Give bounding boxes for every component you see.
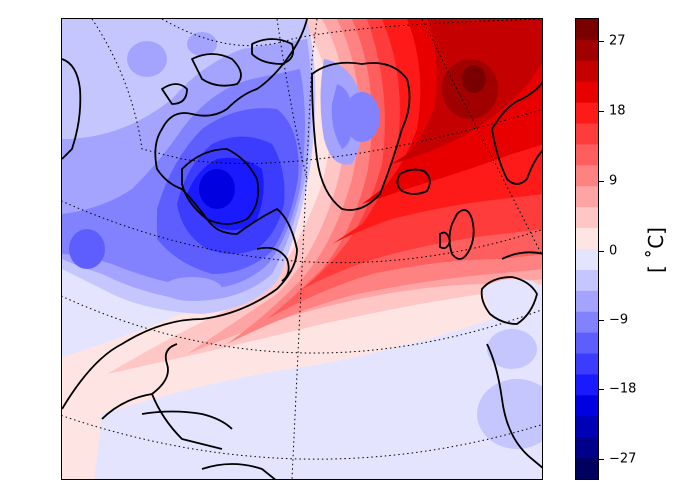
colorbar-band — [576, 332, 598, 355]
colorbar-band — [576, 81, 598, 104]
west-edge-coast — [62, 58, 82, 160]
florida-gulf-coast — [101, 343, 223, 450]
cold-anomaly-region — [62, 19, 380, 314]
midlat-blob — [162, 277, 222, 301]
colorbar-band — [576, 374, 598, 396]
colorbar-band — [576, 39, 598, 62]
colorbar-tick-label: 0 — [609, 243, 618, 259]
colorbar-tick — [599, 111, 604, 112]
africa-coast — [486, 343, 542, 469]
colorbar-tick-label: 18 — [609, 103, 626, 119]
labrador-coast — [256, 246, 290, 282]
temperature-anomaly-map — [61, 18, 543, 480]
colorbar-band — [576, 19, 598, 41]
colorbar-tick — [599, 320, 604, 321]
colorbar-tick-label: −9 — [609, 312, 629, 328]
colorbar-band — [576, 144, 598, 166]
arctic-islands — [161, 38, 295, 105]
iceland-coast — [396, 168, 431, 195]
coastlines — [62, 19, 542, 479]
cold-core — [199, 169, 235, 209]
colorbar-tick — [599, 41, 604, 42]
colorbar-band — [576, 60, 598, 83]
colorbar-tick-label: 9 — [609, 173, 618, 189]
colorbar-band — [576, 353, 598, 375]
colorbar-band — [576, 165, 598, 187]
colorbar-band — [576, 269, 598, 292]
colorbar-band — [576, 249, 598, 271]
colorbar-unit-label: [ ˚C] — [644, 227, 668, 273]
colorbar-band — [576, 290, 598, 313]
cuba-coast — [141, 410, 233, 430]
greenland-west-blob — [344, 92, 380, 142]
colorbar-band — [576, 395, 598, 417]
colorbar-tick-label: 27 — [609, 33, 626, 49]
colorbar-tick — [599, 181, 604, 182]
north-blob — [127, 41, 167, 77]
colorbar-tick-label: −18 — [609, 381, 637, 397]
colorbar-band — [576, 437, 598, 459]
colorbar-band — [576, 102, 598, 125]
colorbar-band — [576, 458, 598, 480]
southeast-cool-pocket — [477, 379, 542, 449]
colorbar-tick-label: −27 — [609, 451, 637, 467]
colorbar-band — [576, 416, 598, 438]
colorbar-band — [576, 123, 598, 145]
colorbar — [575, 18, 599, 480]
hudson-bay-coast — [181, 148, 260, 225]
colorbar-gradient — [576, 19, 598, 480]
colorbar-band — [576, 311, 598, 334]
greenland-coast — [311, 61, 411, 211]
colorbar-tick — [599, 389, 604, 390]
labrador-blob — [69, 229, 105, 269]
colorbar-band — [576, 228, 598, 250]
colorbar-band — [576, 186, 598, 208]
colorbar-band — [576, 207, 598, 229]
north-america-coast — [62, 19, 308, 410]
europe-coast — [501, 251, 542, 260]
colorbar-tick — [599, 459, 604, 460]
warm-core-peak — [462, 65, 486, 93]
scandinavia-coast — [491, 81, 542, 185]
south-america-coast — [201, 463, 276, 479]
british-isles-coast — [439, 209, 475, 260]
colorbar-tick — [599, 251, 604, 252]
iberia-coast — [480, 276, 538, 325]
